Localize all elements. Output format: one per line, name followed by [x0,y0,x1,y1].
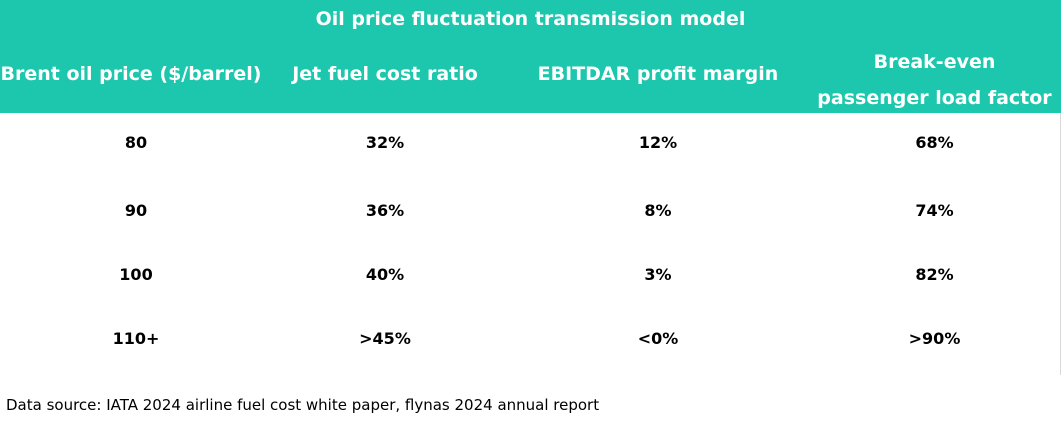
table-cell: 36% [365,201,405,220]
table-row: 90 36% 8% 74% [0,196,1061,226]
table-cell: 100 [119,265,153,284]
table-cell: 8% [644,201,672,220]
table-cell: >90% [908,329,961,348]
table-row: 80 32% 12% 68% [0,128,1061,158]
column-header-brent-oil-price: Brent oil price ($/barrel) [0,63,262,85]
table-cell: 12% [638,133,678,152]
table-right-border [1060,113,1061,375]
column-header-break-even-load-factor: Break-even passenger load factor [808,44,1061,116]
data-source-note: Data source: IATA 2024 airline fuel cost… [6,396,600,414]
table-cell: 3% [644,265,672,284]
table-cell: 40% [365,265,405,284]
column-header-line: Break-even [873,51,996,73]
table-cell: 68% [915,133,954,152]
table-cell: 110+ [112,329,160,348]
table-cell: 74% [915,201,954,220]
table-row: 110+ >45% <0% >90% [0,324,1061,354]
column-header-ebitdar-margin: EBITDAR profit margin [537,63,779,85]
table-cell: 90 [124,201,148,220]
table-cell: 82% [915,265,954,284]
table-title: Oil price fluctuation transmission model [315,8,746,30]
table-row: 100 40% 3% 82% [0,260,1061,290]
table-header: Oil price fluctuation transmission model… [0,0,1061,113]
column-header-line: passenger load factor [817,87,1052,109]
table-cell: <0% [637,329,679,348]
column-header-jet-fuel-cost-ratio: Jet fuel cost ratio [292,63,478,85]
table-cell: 80 [124,133,148,152]
table-cell: 32% [365,133,405,152]
table-cell: >45% [359,329,411,348]
